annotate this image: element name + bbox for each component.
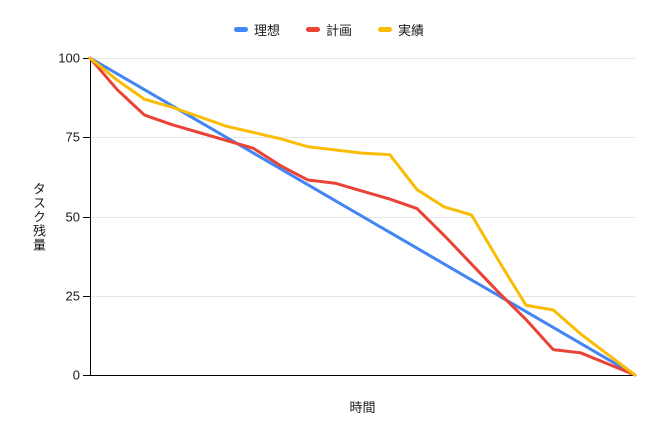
y-tick-label-100: 100 xyxy=(58,51,80,66)
x-axis-title: 時間 xyxy=(349,400,376,415)
legend-label-actual: 実績 xyxy=(398,23,425,38)
series-line-2 xyxy=(88,56,637,377)
y-axis-title: タスク残量 xyxy=(31,182,46,252)
x-axis-title-row: 時間 xyxy=(0,397,658,416)
legend-label-plan: 計画 xyxy=(325,23,352,38)
y-tick-label-25: 25 xyxy=(66,289,80,304)
legend-item-ideal: 理想 xyxy=(233,20,280,39)
series-line-0 xyxy=(88,56,637,377)
legend-label-ideal: 理想 xyxy=(253,23,280,38)
legend-item-plan: 計画 xyxy=(305,20,352,39)
y-tick-label-0: 0 xyxy=(73,368,80,383)
y-tick-label-75: 75 xyxy=(66,130,80,145)
legend-swatch-plan xyxy=(305,27,320,32)
series-line-1 xyxy=(88,56,637,377)
legend: 理想 計画 実績 xyxy=(0,20,658,39)
legend-swatch-actual xyxy=(378,27,392,32)
legend-swatch-ideal xyxy=(233,27,248,32)
legend-item-actual: 実績 xyxy=(378,20,424,39)
y-tick-label-50: 50 xyxy=(66,210,80,225)
